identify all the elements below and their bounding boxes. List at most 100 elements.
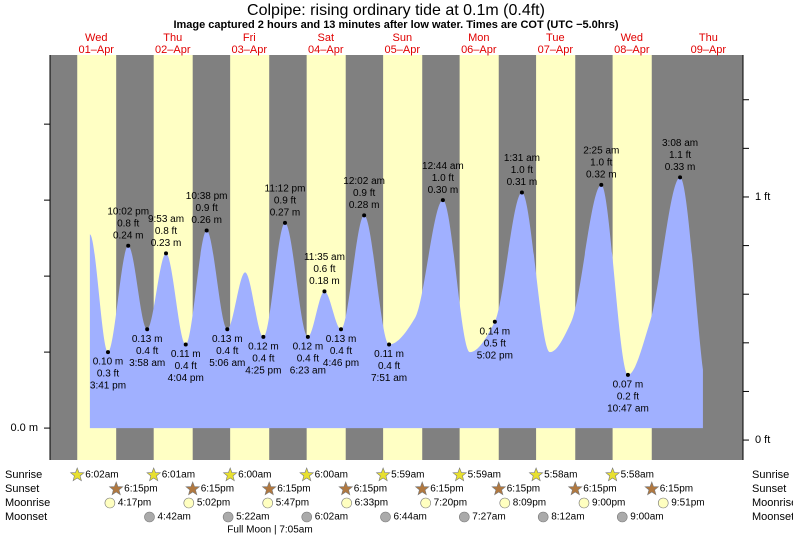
extreme-label: 0.28 m [349,200,380,211]
extreme-point [440,198,445,203]
extreme-label: 10:38 pm [186,191,228,202]
date-label: 01–Apr [79,44,115,56]
extreme-label: 0.4 ft [330,346,352,357]
extreme-label: 7:51 am [371,373,407,384]
sunset-time: 6:15pm [583,484,616,495]
sunset-time: 6:15pm [124,484,157,495]
moonrise-time: 5:47pm [276,498,309,509]
extreme-label: 0.4 ft [297,354,319,365]
sunrise-time: 6:00am [315,470,348,481]
extreme-label: 4:25 pm [245,366,281,377]
moonset-time: 9:00am [630,512,663,523]
sunrise-time: 6:01am [162,470,195,481]
extreme-label: 0.8 ft [117,218,139,229]
moonset-icon [380,511,391,523]
extreme-label: 0.2 ft [617,392,639,403]
extreme-label: 0.4 ft [252,354,274,365]
extreme-label: 0.23 m [151,238,182,249]
extreme-label: 0.4 ft [175,361,197,372]
weekday-label: Fri [243,32,256,44]
extreme-label: 0.32 m [586,170,617,181]
date-label: 02–Apr [155,44,191,56]
extreme-point [164,251,169,256]
sunset-time: 6:15pm [660,484,693,495]
extreme-label: 0.4 ft [136,346,158,357]
moonset-icon [459,511,470,523]
chart-subtitle: Image captured 2 hours and 13 minutes af… [173,19,618,31]
moonrise-icon [262,497,274,509]
sun-icon [644,481,660,496]
row-label: Moonset [5,511,47,523]
moonset-time: 6:44am [394,512,427,523]
moonrise-icon [104,497,116,509]
sunset-time: 6:15pm [507,484,540,495]
date-label: 05–Apr [385,44,421,56]
extreme-point [678,175,683,180]
y-tick-label: 0.0 m [10,422,38,434]
extreme-label: 5:02 pm [477,350,513,361]
extreme-label: 0.13 m [212,334,243,345]
extreme-label: 0.24 m [113,230,144,241]
sunset-time: 6:15pm [354,484,387,495]
extreme-point [519,190,524,195]
y2-tick-label: 1 ft [755,191,770,203]
moonset-icon [144,511,155,523]
sun-icon [146,467,162,482]
extreme-label: 0.33 m [665,162,696,173]
moonset-icon [301,511,313,523]
row-label-right: Sunrise [752,469,789,481]
extreme-label: 3:41 pm [90,381,126,392]
extreme-label: 1.1 ft [669,150,691,161]
moonrise-time: 9:00pm [592,498,625,509]
moonset-time: 8:12am [551,512,584,523]
sun-icon [69,467,85,482]
extreme-label: 0.12 m [293,342,324,353]
extreme-point [261,334,266,339]
weekday-label: Mon [468,32,489,44]
extreme-label: 0.3 ft [97,369,119,380]
extreme-label: 11:12 pm [265,184,306,195]
weekday-label: Thu [699,32,718,44]
extreme-label: 0.8 ft [155,226,177,237]
extreme-label: 10:47 am [607,404,649,415]
extreme-label: 0.18 m [309,276,340,287]
extreme-label: 4:04 pm [168,373,204,384]
extreme-point [387,342,392,347]
extreme-label: 0.9 ft [196,203,218,214]
row-label-right: Moonset [752,511,793,523]
extreme-label: 5:06 am [209,358,245,369]
extreme-label: 0.26 m [191,215,222,226]
date-label: 07–Apr [538,44,574,56]
y2-tick-label: 0 ft [755,434,770,446]
row-label-right: Sunset [752,483,786,495]
extreme-label: 0.30 m [428,185,459,196]
sunrise-time: 5:59am [391,470,424,481]
moonset-icon [222,511,234,523]
extreme-label: 1:31 am [504,153,540,164]
moon-phase: Full Moon | 7:05am [227,525,312,536]
sun-icon [491,481,507,496]
extreme-label: 3:58 am [129,358,165,369]
moonrise-time: 9:51pm [671,498,704,509]
sun-icon [528,467,544,482]
moonset-icon [537,511,549,523]
extreme-label: 0.4 ft [378,361,400,372]
extreme-point [204,228,209,233]
sun-icon [605,467,621,482]
date-label: 06–Apr [461,44,497,56]
extreme-point [362,213,367,218]
extreme-point [625,372,630,377]
moonset-icon [616,511,628,523]
extreme-label: 0.14 m [480,326,511,337]
extreme-label: 2:25 am [583,146,619,157]
chart-title: Colpipe: rising ordinary tide at 0.1m (0… [247,2,545,19]
date-label: 08–Apr [614,44,650,56]
sunrise-time: 6:02am [85,470,118,481]
extreme-label: 4:46 pm [323,358,359,369]
row-label: Moonrise [5,497,50,509]
sunrise-time: 5:59am [468,470,501,481]
moonrise-icon [183,497,195,509]
moonrise-time: 6:33pm [355,498,388,509]
moonrise-icon [657,497,669,509]
